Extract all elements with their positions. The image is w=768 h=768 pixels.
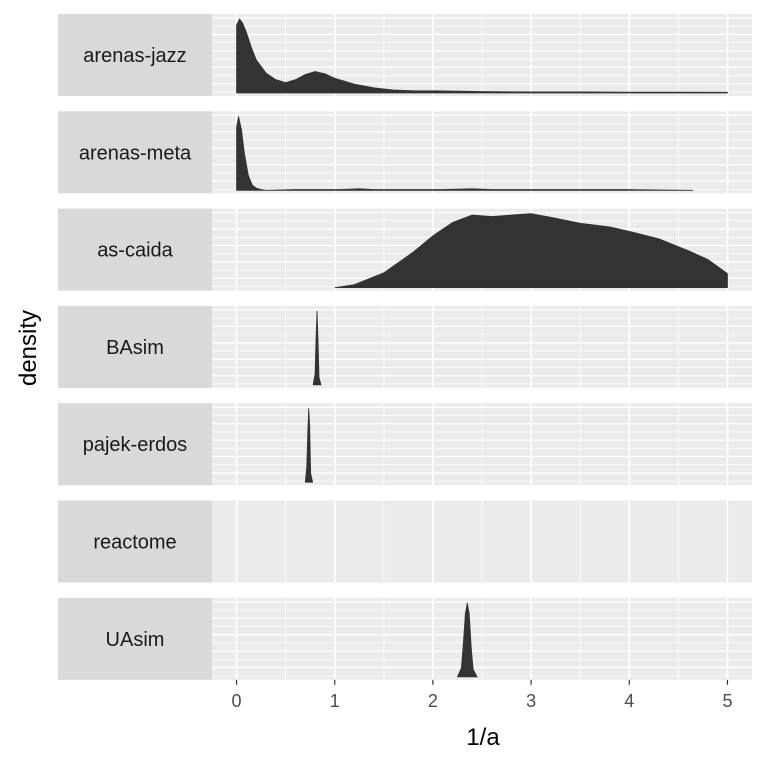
strip-label: reactome (93, 532, 176, 554)
strip-background (58, 500, 212, 583)
x-tick-label: 2 (428, 691, 438, 711)
density-area-arenas-jazz (236, 18, 728, 94)
density-area-UAsim (456, 602, 478, 678)
facet-panels: arenas-jazz arenas-meta as-caida BAsim pajek… (58, 14, 752, 680)
x-tick-label: 4 (624, 691, 634, 711)
y-axis-title: density (15, 310, 42, 386)
facet-UAsim: UAsim (58, 597, 752, 680)
facet-pajek-erdos: pajek-erdos (58, 403, 752, 486)
strip-background (58, 403, 212, 486)
x-tick-label: 5 (722, 691, 732, 711)
x-axis: 0 1 2 3 4 5 (232, 679, 732, 711)
density-area-arenas-meta (236, 116, 694, 191)
density-area-BAsim (312, 310, 322, 386)
facet-arenas-meta: arenas-meta (58, 111, 752, 194)
strip-background (58, 111, 212, 194)
facet-reactome: reactome (58, 500, 752, 583)
x-tick-label: 1 (330, 691, 340, 711)
facet-BAsim: BAsim (58, 305, 752, 388)
strip-background (58, 208, 212, 291)
facet-arenas-jazz: arenas-jazz (58, 14, 752, 96)
density-area-pajek-erdos (304, 408, 314, 483)
strip-background (58, 597, 212, 680)
strip-background (58, 305, 212, 388)
strip-label: as-caida (97, 240, 173, 262)
x-tick-label: 0 (232, 691, 242, 711)
strip-background (58, 14, 212, 96)
strip-label: arenas-meta (79, 142, 192, 164)
strip-label: BAsim (106, 337, 164, 359)
density-area-as-caida (334, 213, 728, 288)
x-tick-label: 3 (526, 691, 536, 711)
strip-label: UAsim (106, 629, 165, 651)
x-axis-title: 1/a (466, 724, 500, 751)
strip-label: arenas-jazz (83, 45, 186, 67)
facet-as-caida: as-caida (58, 208, 752, 291)
strip-label: pajek-erdos (83, 434, 188, 456)
